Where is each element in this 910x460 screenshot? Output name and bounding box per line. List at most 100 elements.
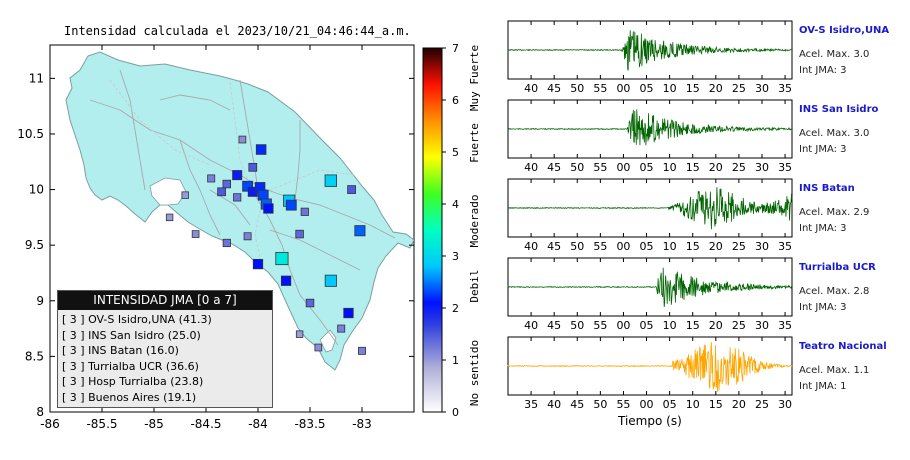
- waveform-tick-label: 30: [755, 82, 769, 95]
- station-marker: [295, 229, 304, 239]
- waveform-jma-intensity: Int JMA: 3: [799, 65, 847, 76]
- waveform-tick-label: 15: [709, 398, 723, 411]
- intensity-legend: INTENSIDAD JMA [0 a 7] [ 3 ] OV-S Isidro…: [57, 290, 273, 408]
- waveform-station-name: INS San Isidro: [799, 104, 879, 115]
- map-area: [65, 51, 414, 371]
- x-tick-label: -85.5: [86, 417, 117, 431]
- waveform-tick-label: 45: [547, 82, 561, 95]
- x-tick-label: -84: [248, 417, 268, 431]
- y-tick-label: 8: [36, 405, 44, 419]
- waveform-tick-label: 05: [640, 161, 654, 174]
- colorbar-tick-label: 2: [452, 302, 459, 315]
- legend-entry: [ 3 ] Hosp Turrialba (23.8): [62, 375, 204, 388]
- station-marker: [242, 180, 253, 192]
- colorbar-category-label: Debil: [468, 269, 481, 302]
- y-tick-label: 11: [29, 71, 44, 85]
- waveform-tick-label: 35: [778, 240, 792, 253]
- waveform-trace: [507, 342, 793, 392]
- waveform-tick-label: 45: [547, 319, 561, 332]
- waveform-trace: [507, 30, 793, 71]
- station-markers: [165, 135, 366, 355]
- gulf-of-nicoya: [149, 177, 187, 206]
- station-marker: [243, 232, 252, 241]
- waveform-tick-label: 00: [616, 161, 630, 174]
- station-marker: [233, 193, 242, 202]
- waveform-panel: 40 45 50 55 00 05 10 15 20 25 30 35 INS Batan Acel. M…: [507, 178, 869, 253]
- waveform-accel-max: Acel. Max. 3.0: [799, 128, 869, 139]
- station-marker: [181, 191, 189, 199]
- waveform-tick-label: 45: [547, 161, 561, 174]
- waveform-panel: 35 40 45 50 55 00 05 10 15 20 25 30 Teatro Nacional A…: [507, 336, 887, 411]
- y-tick-label: 10.5: [17, 127, 44, 141]
- station-marker: [305, 298, 315, 308]
- waveform-accel-max: Acel. Max. 2.9: [799, 207, 869, 218]
- waveform-jma-intensity: Int JMA: 1: [799, 381, 847, 392]
- station-marker: [255, 144, 267, 155]
- station-marker: [222, 238, 231, 248]
- x-tick-label: -86: [40, 417, 60, 431]
- x-tick-label: -84.5: [190, 417, 221, 431]
- waveform-tick-label: 20: [709, 240, 723, 253]
- station-marker: [248, 162, 258, 172]
- waveform-jma-intensity: Int JMA: 3: [799, 144, 847, 155]
- waveform-panel: 40 45 50 55 00 05 10 15 20 25 30 35 INS San Isidro Ac…: [507, 99, 879, 174]
- colorbar-tick-label: 0: [452, 406, 459, 419]
- waveform-tick-label: 45: [570, 398, 584, 411]
- waveform-tick-label: 25: [732, 319, 746, 332]
- y-tick-label: 9: [36, 294, 44, 308]
- colorbar-tick-label: 1: [452, 354, 459, 367]
- waveform-tick-label: 15: [686, 82, 700, 95]
- waveform-tick-label: 00: [616, 319, 630, 332]
- waveform-tick-label: 40: [547, 398, 561, 411]
- x-tick-label: -83: [352, 417, 372, 431]
- legend-entry: [ 3 ] INS Batan (16.0): [62, 344, 179, 357]
- waveform-trace: [507, 187, 793, 230]
- waveform-tick-label: 10: [663, 240, 677, 253]
- waveform-tick-label: 35: [778, 161, 792, 174]
- waveform-tick-label: 25: [732, 240, 746, 253]
- waveform-panels: 40 45 50 55 00 05 10 15 20 25 30 35 OV-S Isidro,UNA A…: [507, 20, 889, 411]
- station-marker: [358, 346, 366, 355]
- waveform-tick-label: 05: [663, 398, 677, 411]
- waveform-tick-label: 30: [755, 319, 769, 332]
- waveform-tick-label: 50: [593, 398, 607, 411]
- colorbar-tick-label: 5: [452, 146, 459, 159]
- waveform-tick-label: 55: [593, 240, 607, 253]
- waveform-tick-label: 00: [616, 82, 630, 95]
- waveform-tick-label: 25: [732, 161, 746, 174]
- colorbar-category-labels: No sentido Debil Moderado Fuerte Muy Fuerte: [468, 45, 481, 406]
- station-marker: [300, 207, 309, 216]
- waveform-tick-label: 10: [663, 82, 677, 95]
- waveform-tick-label: 40: [524, 240, 538, 253]
- colorbar-category-label: Moderado: [468, 195, 481, 248]
- colorbar-category-label: Muy Fuerte: [468, 45, 481, 111]
- station-marker: [343, 307, 354, 319]
- waveform-jma-intensity: Int JMA: 3: [799, 223, 847, 234]
- waveform-tick-label: 50: [570, 240, 584, 253]
- waveform-tick-label: 35: [778, 82, 792, 95]
- station-marker: [207, 174, 216, 183]
- colorbar-tick-label: 6: [452, 94, 459, 107]
- waveform-panel: 40 45 50 55 00 05 10 15 20 25 30 35 OV-S Isidro,UNA A…: [507, 20, 889, 95]
- waveform-tick-label: 50: [570, 161, 584, 174]
- colorbar-category-label: No sentido: [468, 340, 481, 406]
- waveform-tick-label: 00: [616, 240, 630, 253]
- waveform-tick-label: 20: [709, 82, 723, 95]
- station-marker: [238, 135, 247, 144]
- waveform-tick-label: 00: [640, 398, 654, 411]
- x-tick-label: -83.5: [294, 417, 325, 431]
- x-tick-label: -85: [144, 417, 164, 431]
- colorbar-tick-label: 3: [452, 250, 459, 263]
- station-marker: [217, 187, 226, 197]
- waveform-station-name: INS Batan: [799, 183, 855, 194]
- station-marker: [337, 324, 346, 333]
- waveform-accel-max: Acel. Max. 1.1: [799, 365, 869, 376]
- station-marker: [232, 170, 243, 181]
- colorbar-tick-label: 4: [452, 198, 459, 211]
- waveform-tick-label: 55: [593, 319, 607, 332]
- waveform-station-name: Turrialba UCR: [799, 262, 876, 273]
- waveform-tick-label: 20: [732, 398, 746, 411]
- waveform-tick-label: 20: [709, 319, 723, 332]
- waveform-tick-label: 30: [755, 240, 769, 253]
